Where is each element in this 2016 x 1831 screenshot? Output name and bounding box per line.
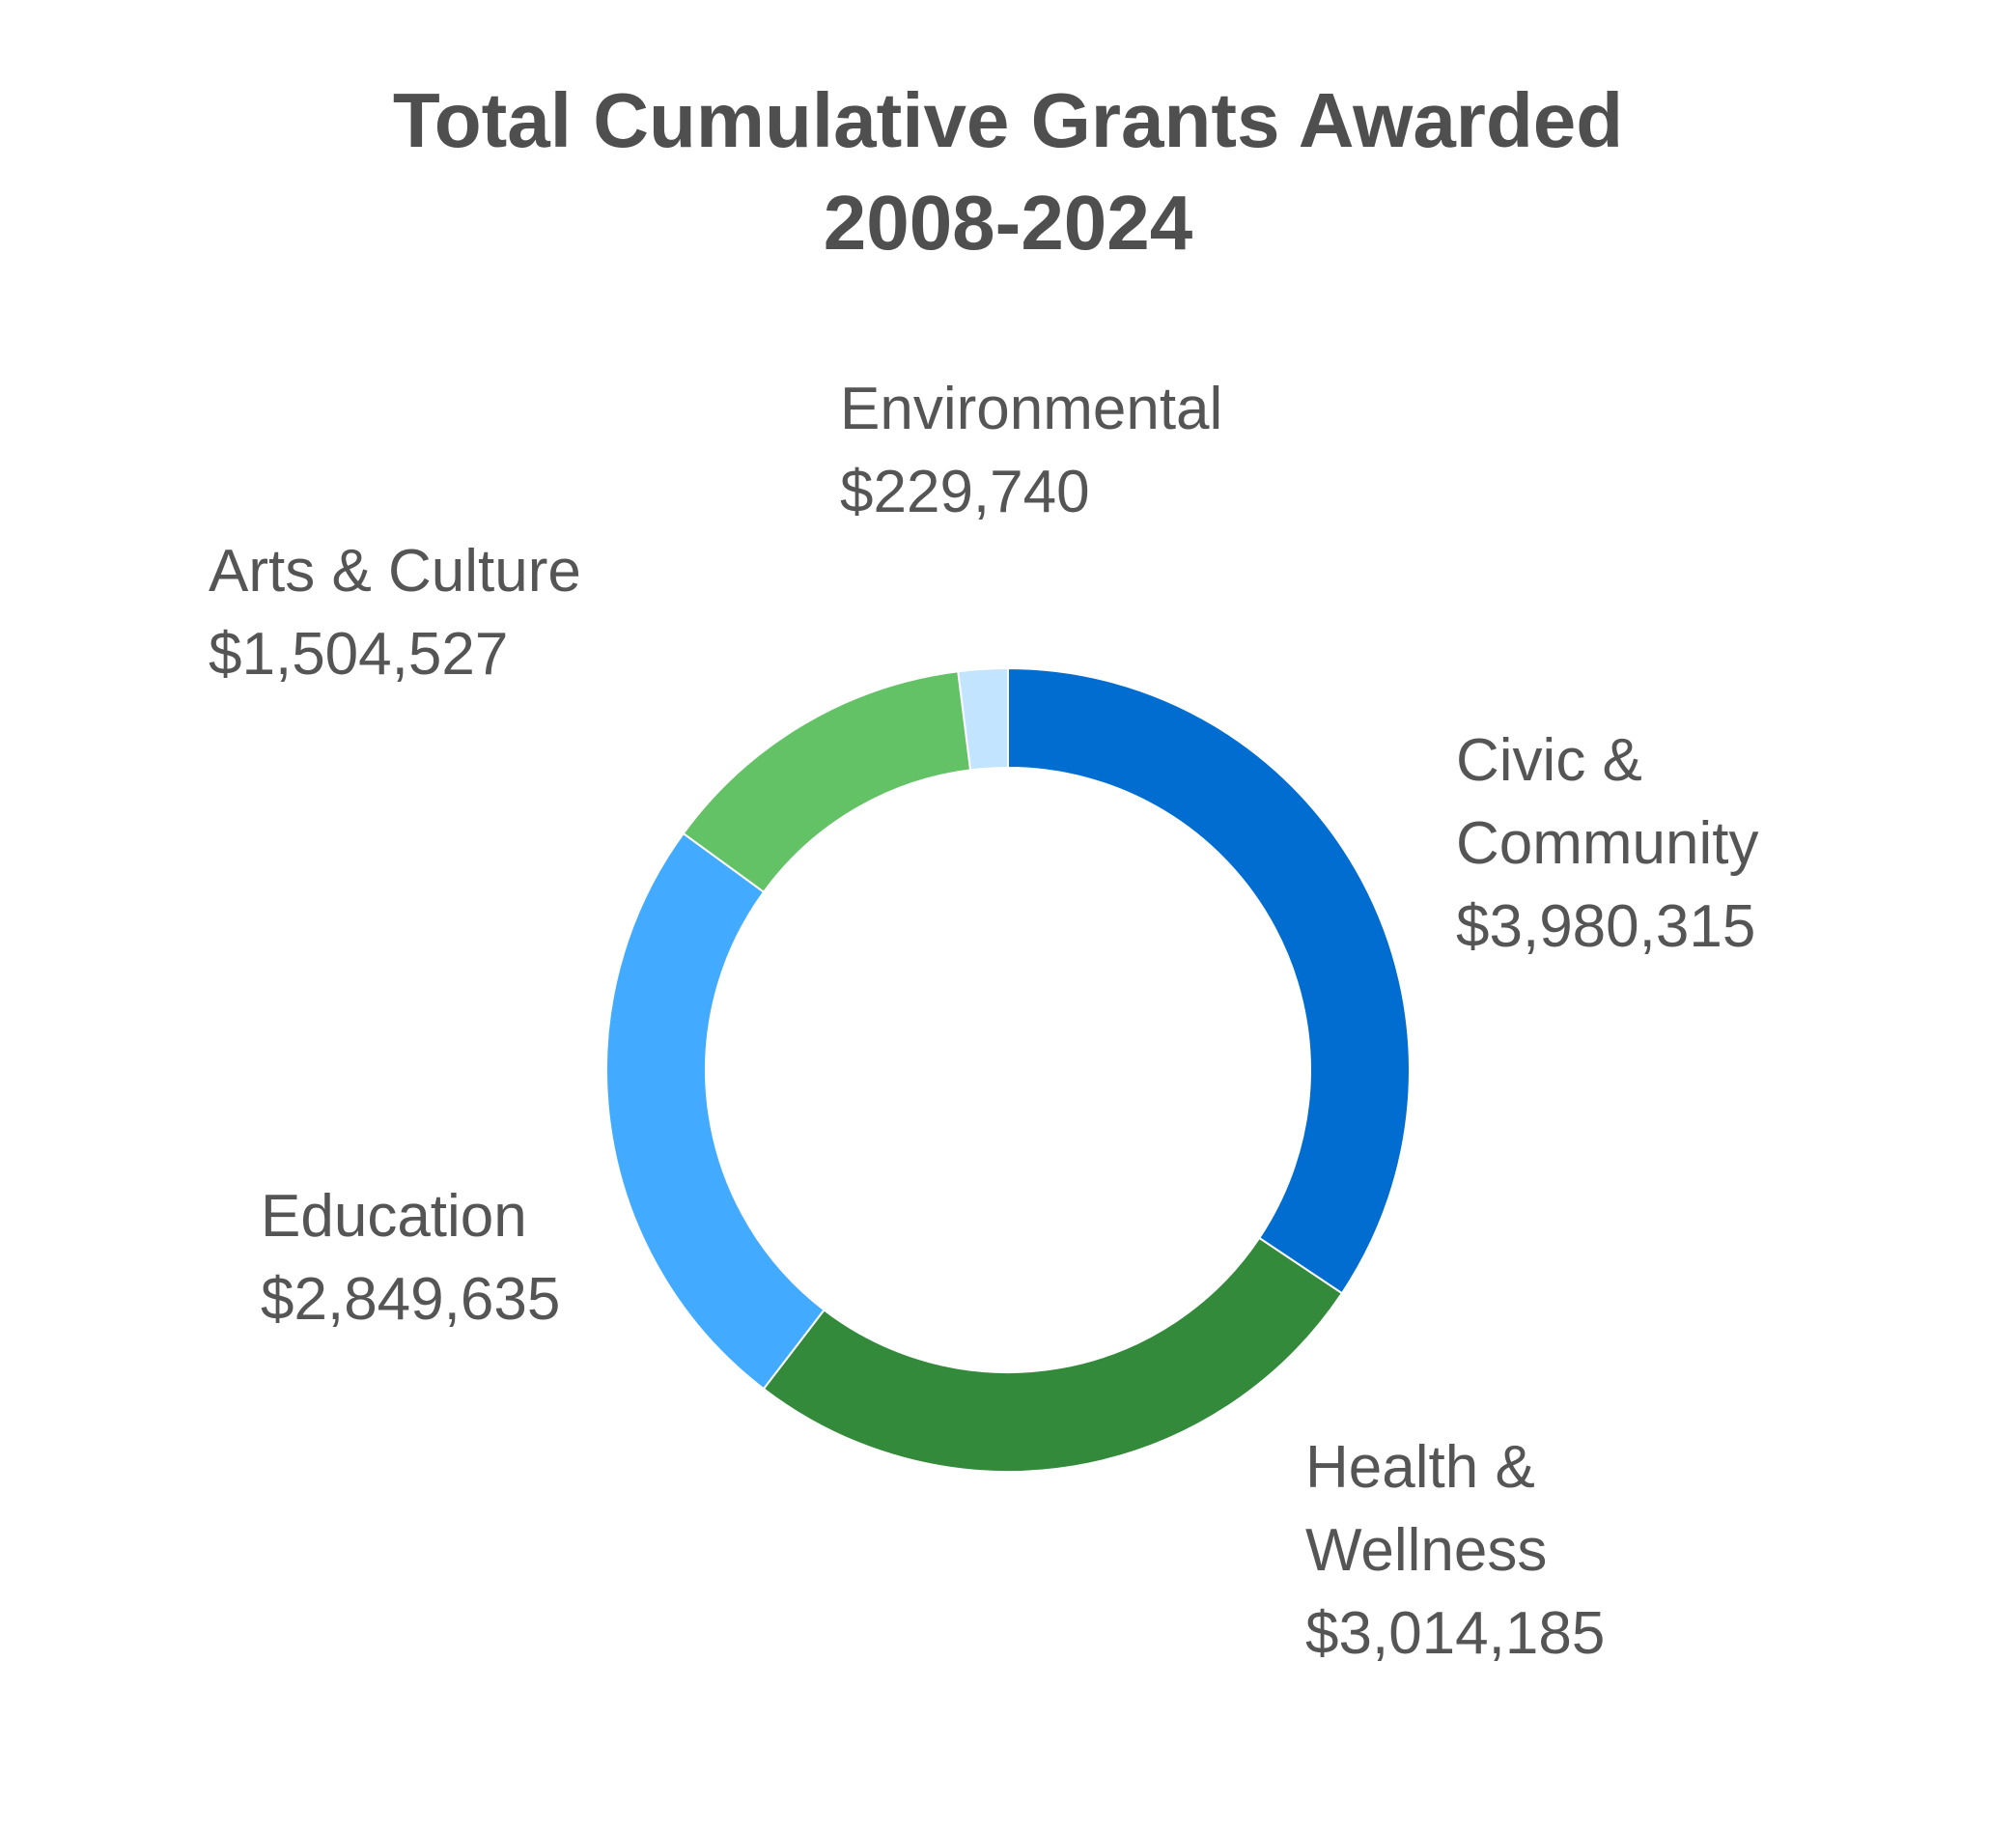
slice-value-arts-culture: $1,504,527	[209, 621, 508, 688]
slice-environmental	[957, 666, 1009, 772]
slice-label-civic-community: Community	[1456, 810, 1759, 877]
slice-health-wellness	[762, 1236, 1344, 1473]
slice-value-civic-community: $3,980,315	[1456, 893, 1755, 960]
slice-label-health-wellness: Wellness	[1305, 1517, 1547, 1584]
chart-title: Total Cumulative Grants Awarded	[393, 77, 1623, 163]
slice-label-arts-culture: Arts & Culture	[209, 538, 581, 605]
chart-subtitle: 2008-2024	[824, 180, 1193, 266]
slice-label-health-wellness: Health &	[1305, 1434, 1535, 1501]
slice-education	[605, 831, 826, 1391]
slice-arts-culture	[682, 670, 972, 894]
slice-value-environmental: $229,740	[840, 459, 1090, 525]
slice-label-civic-community: Civic &	[1456, 727, 1642, 794]
slice-value-health-wellness: $3,014,185	[1305, 1600, 1605, 1667]
slice-civic-community	[1007, 666, 1411, 1295]
slice-label-environmental: Environmental	[840, 376, 1222, 442]
slice-label-education: Education	[261, 1183, 527, 1250]
slice-labels: Civic & Community $3,980,315 Health & Wellne…	[209, 376, 1759, 1667]
donut-slices	[605, 666, 1411, 1473]
slice-value-education: $2,849,635	[261, 1266, 560, 1333]
